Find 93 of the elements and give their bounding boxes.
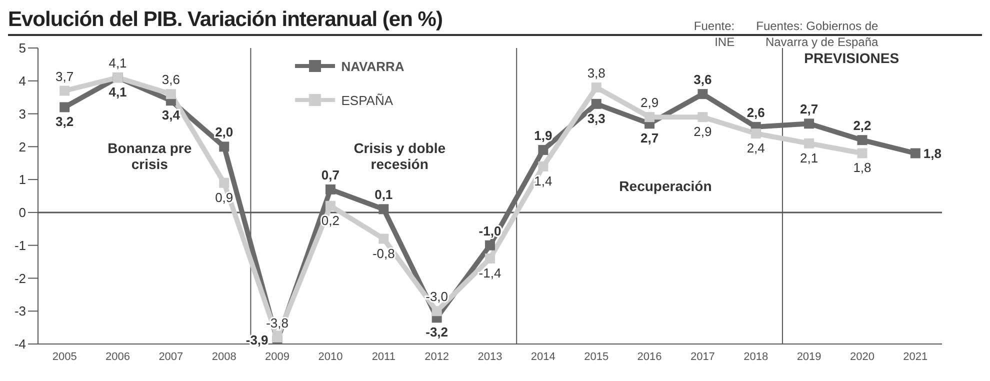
x-tick-label: 2012 [424,350,450,363]
data-label: 3,6 [694,72,712,88]
point [166,89,176,100]
x-tick-label: 2011 [372,350,396,363]
y-tick-label: 5 [18,40,26,56]
x-tick-label: 2005 [52,350,77,363]
data-label: 3,4 [162,108,181,123]
x-tick-label: 2021 [903,350,928,363]
y-tick-label: 3 [18,106,26,122]
legend-label: NAVARRA [341,58,404,74]
data-label: 1,4 [534,173,552,188]
point [60,102,70,112]
data-label: 4,1 [108,84,127,100]
point [804,118,814,129]
x-tick-label: 2018 [744,350,768,363]
data-label: 2,0 [215,124,234,140]
y-tick-label: -2 [14,270,26,286]
annotation: Recuperación [618,178,713,194]
x-tick-label: 2016 [637,350,662,363]
data-label: 1,8 [923,146,942,162]
point [538,144,548,155]
point [698,89,708,100]
data-label: 1,8 [853,160,872,176]
point [325,184,336,194]
point [857,148,868,158]
x-tick-label: 2007 [158,350,184,363]
point [378,234,389,244]
y-tick-label: -4 [14,336,26,352]
point [804,138,814,148]
legend-label: ESPAÑA [341,92,394,108]
data-label: 3,2 [56,114,74,130]
data-label: -3,0 [426,289,448,304]
data-label: 0,1 [374,187,393,202]
point [485,240,495,250]
chart-title: Evolución del PIB. Variación interanual (en %) [8,8,442,31]
point [60,86,70,96]
data-label: 3,8 [587,65,606,80]
point [378,204,389,214]
x-tick-label: 2015 [584,350,609,363]
data-label: 2,1 [800,150,818,166]
x-tick-label: 2020 [850,350,874,363]
point [432,306,442,316]
annotation: Crisis y doble recesión [354,140,446,172]
data-label: 0,7 [321,167,340,182]
point [219,178,230,188]
data-label: -3,2 [426,324,448,340]
x-tick-label: 2008 [212,350,236,363]
x-tick-label: 2017 [690,350,715,363]
data-label: -0,8 [372,246,395,261]
x-tick-label: 2019 [796,350,822,363]
y-tick-label: -1 [14,238,26,253]
y-tick-label: 2 [18,139,26,154]
annotation: Fuentes: Gobiernos de Navarra y de España [755,18,878,50]
y-tick-label: -3 [14,304,26,319]
data-label: 0,9 [215,190,234,205]
data-label: 2,9 [640,95,659,110]
x-tick-label: 2006 [106,350,130,363]
y-tick-label: 0 [18,205,26,220]
data-label: 2,2 [853,118,872,134]
x-tick-label: 2014 [530,350,556,363]
annotation: Fuente: INE [692,18,735,50]
data-label: 2,7 [800,102,818,117]
point [698,112,708,122]
annotation: Bonanza pre crisis [106,140,193,172]
data-label: 2,7 [640,130,659,146]
data-label: 0,2 [321,212,340,228]
data-label: 2,6 [746,104,765,120]
x-tick-label: 2013 [478,350,502,363]
data-label: 2,9 [694,124,712,140]
point [910,148,920,158]
point [325,200,336,211]
point [857,135,868,146]
data-label: -3,8 [266,315,288,330]
data-label: -1,4 [478,265,502,280]
point [644,112,655,122]
data-label: 4,1 [108,56,127,71]
point [591,98,602,109]
annotation: PREVISIONES [803,50,900,66]
y-tick-label: 4 [18,74,26,89]
data-label: 3,7 [56,68,74,84]
data-label: 2,4 [746,140,765,156]
x-tick-label: 2009 [265,350,290,363]
point [591,82,602,92]
point [219,142,230,152]
x-tick-label: 2010 [318,350,343,363]
data-label: 3,6 [162,72,180,88]
data-label: 1,9 [534,128,552,143]
data-label: 3,3 [587,110,606,126]
point [272,332,282,342]
point [538,161,548,172]
point [485,253,495,264]
point [750,128,761,139]
y-tick-label: 1 [18,172,26,188]
